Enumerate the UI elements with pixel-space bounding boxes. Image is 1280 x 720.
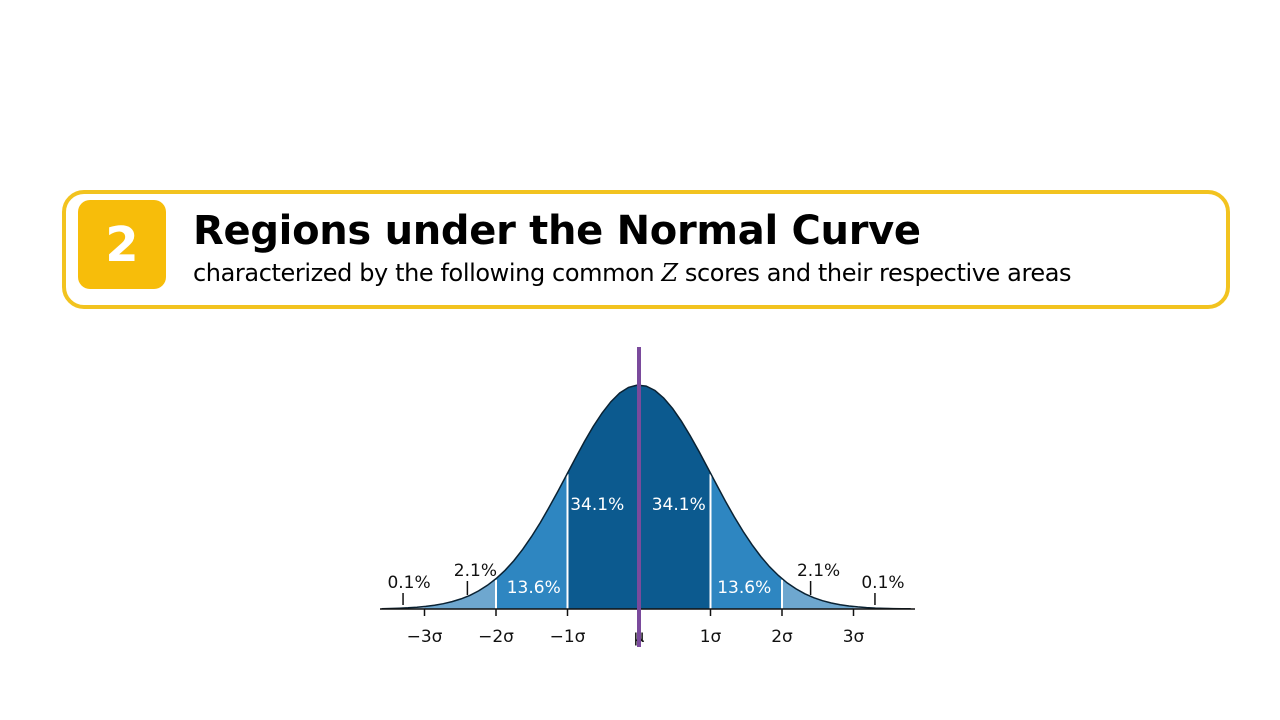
x-tick-label: 1σ bbox=[700, 627, 722, 647]
section-number-badge: 2 bbox=[78, 200, 166, 289]
subtitle-text-before: characterized by the following common bbox=[193, 259, 662, 287]
section-title: Regions under the Normal Curve bbox=[193, 208, 921, 254]
tail-label: 0.1% bbox=[861, 573, 904, 593]
region-label: 34.1% bbox=[652, 495, 706, 515]
tail-label: 0.1% bbox=[387, 573, 430, 593]
region-label: 13.6% bbox=[717, 578, 771, 598]
x-tick-label: −3σ bbox=[407, 627, 443, 647]
region-label: 13.6% bbox=[507, 578, 561, 598]
normal-curve-chart: −3σ−2σ−1σμ1σ2σ3σ 2.1%13.6%34.1%34.1%13.6… bbox=[380, 347, 915, 647]
region-label: 2.1% bbox=[797, 561, 840, 581]
subtitle-text-after: scores and their respective areas bbox=[677, 259, 1072, 287]
x-tick-label: 2σ bbox=[771, 627, 793, 647]
region-label: 34.1% bbox=[570, 495, 624, 515]
section-banner bbox=[62, 190, 1230, 309]
region-area-0 bbox=[424, 578, 496, 609]
x-tick-label: −2σ bbox=[478, 627, 514, 647]
subtitle-z-variable: Z bbox=[661, 259, 678, 287]
region-area-5 bbox=[782, 578, 854, 609]
x-tick-label: 3σ bbox=[843, 627, 865, 647]
curve-outline bbox=[380, 384, 911, 610]
region-label: 2.1% bbox=[454, 561, 497, 581]
section-subtitle: characterized by the following common Z … bbox=[193, 259, 1072, 287]
x-tick-label: −1σ bbox=[550, 627, 586, 647]
